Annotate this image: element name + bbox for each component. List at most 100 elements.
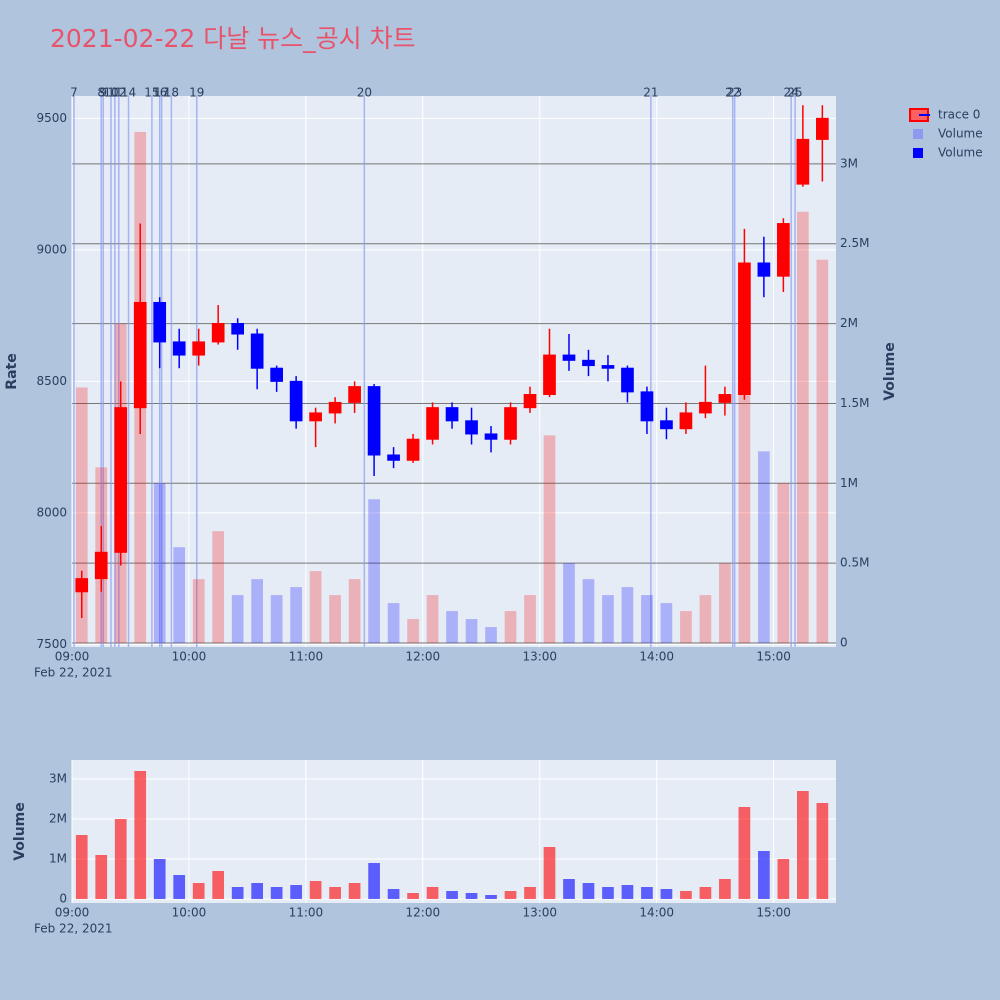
- volume-bar: [309, 571, 322, 644]
- volume-bar: [387, 889, 400, 899]
- candle-body: [465, 420, 478, 435]
- candle-body: [445, 407, 459, 422]
- volume-bar: [173, 875, 186, 899]
- y-tick-label: 7500: [36, 637, 67, 651]
- event-label: 25: [787, 86, 802, 100]
- volume-bar: [309, 881, 322, 899]
- volume-bar: [95, 855, 108, 899]
- y2-tick-label: 2M: [840, 316, 858, 330]
- volume-bar: [251, 883, 263, 899]
- volume-bar: [641, 887, 653, 899]
- candle-body: [816, 117, 829, 140]
- volume-bar: [114, 819, 127, 899]
- volume-bar: [251, 579, 263, 644]
- volume-bar: [758, 851, 770, 899]
- volume-bar: [660, 889, 673, 899]
- volume-bar: [816, 803, 829, 899]
- candle-body: [426, 407, 439, 440]
- candle-body: [562, 354, 576, 361]
- volume-bar: [602, 887, 614, 899]
- candle-body: [94, 551, 108, 580]
- volume-bar: [446, 891, 458, 899]
- volume-bar: [212, 871, 225, 899]
- candle-body: [172, 341, 186, 356]
- volume-bar: [738, 275, 751, 644]
- event-label: 22: [725, 86, 740, 100]
- volume-bar: [426, 595, 439, 644]
- y2-tick-label: 1.5M: [840, 396, 869, 410]
- y2-tick-label: 1M: [840, 476, 858, 490]
- candle-body: [718, 394, 732, 403]
- candle-body: [231, 323, 245, 335]
- x-tick-label: 12:00: [406, 650, 441, 664]
- candle-body: [289, 380, 303, 422]
- volume-bar: [641, 595, 653, 644]
- volume-bar: [777, 859, 790, 899]
- volume-bar: [563, 563, 575, 644]
- candle-body: [777, 223, 790, 277]
- volume-bar: [816, 259, 829, 644]
- event-label: 18: [164, 86, 179, 100]
- legend-label: Volume: [938, 127, 983, 141]
- plot-area: [72, 96, 836, 647]
- legend-label: Volume: [938, 146, 983, 160]
- y-tick-label: 3M: [49, 772, 67, 786]
- volume-bar: [212, 531, 225, 644]
- volume-bar: [699, 887, 712, 899]
- x-tick-label: 14:00: [639, 906, 674, 920]
- candle-body: [738, 262, 751, 396]
- x-tick-label: 15:00: [756, 650, 791, 664]
- candle-body: [523, 394, 537, 409]
- event-label: 8: [97, 86, 105, 100]
- volume-bar: [153, 859, 166, 899]
- candle-body: [699, 401, 712, 414]
- volume-bar: [504, 611, 517, 644]
- volume-bar: [582, 579, 595, 644]
- x-tick-label: 13:00: [522, 906, 557, 920]
- x-tick-label: 11:00: [289, 906, 324, 920]
- candle-body: [114, 407, 128, 553]
- volume-bar: [680, 611, 692, 644]
- x-tick-label: 12:00: [406, 906, 441, 920]
- chart-title: 2021-02-22 다날 뉴스_공시 차트: [50, 24, 416, 53]
- volume-bar: [192, 883, 205, 899]
- volume-bar: [543, 435, 556, 644]
- volume-bar: [290, 885, 302, 899]
- x-tick-label: 09:00: [55, 906, 90, 920]
- x-tick-label: 09:00: [55, 650, 90, 664]
- legend-icon: [913, 148, 923, 158]
- x-date-label: Feb 22, 2021: [34, 922, 113, 936]
- volume-bar: [485, 895, 497, 899]
- volume-bar: [719, 879, 731, 899]
- candle-body: [75, 578, 89, 593]
- volume-bar: [348, 579, 361, 644]
- volume-bar: [387, 603, 400, 644]
- event-label: 16: [152, 86, 167, 100]
- x-tick-label: 13:00: [522, 650, 557, 664]
- candle-body: [543, 354, 556, 396]
- volume-bar: [329, 595, 341, 644]
- x-tick-label: 15:00: [756, 906, 791, 920]
- volume-bar: [680, 891, 692, 899]
- volume-bar: [621, 587, 634, 644]
- y2-tick-label: 0.5M: [840, 556, 869, 570]
- event-label: 20: [357, 86, 372, 100]
- volume-bar: [192, 579, 205, 644]
- x-tick-label: 10:00: [172, 650, 207, 664]
- volume-bar: [407, 619, 419, 644]
- volume-bar: [777, 483, 790, 644]
- volume-bar: [797, 211, 809, 644]
- candle-body: [192, 341, 206, 356]
- x-tick-label: 10:00: [172, 906, 207, 920]
- event-label: 14: [121, 86, 136, 100]
- candle-body: [153, 301, 167, 343]
- volume-bar: [173, 547, 186, 644]
- x-tick-label: 11:00: [289, 650, 324, 664]
- candle-body: [250, 333, 264, 369]
- volume-bar: [524, 887, 536, 899]
- volume-bar: [270, 887, 283, 899]
- volume-bar: [426, 887, 439, 899]
- volume-bar: [270, 595, 283, 644]
- event-label: 9: [99, 86, 107, 100]
- candle-body: [367, 386, 381, 456]
